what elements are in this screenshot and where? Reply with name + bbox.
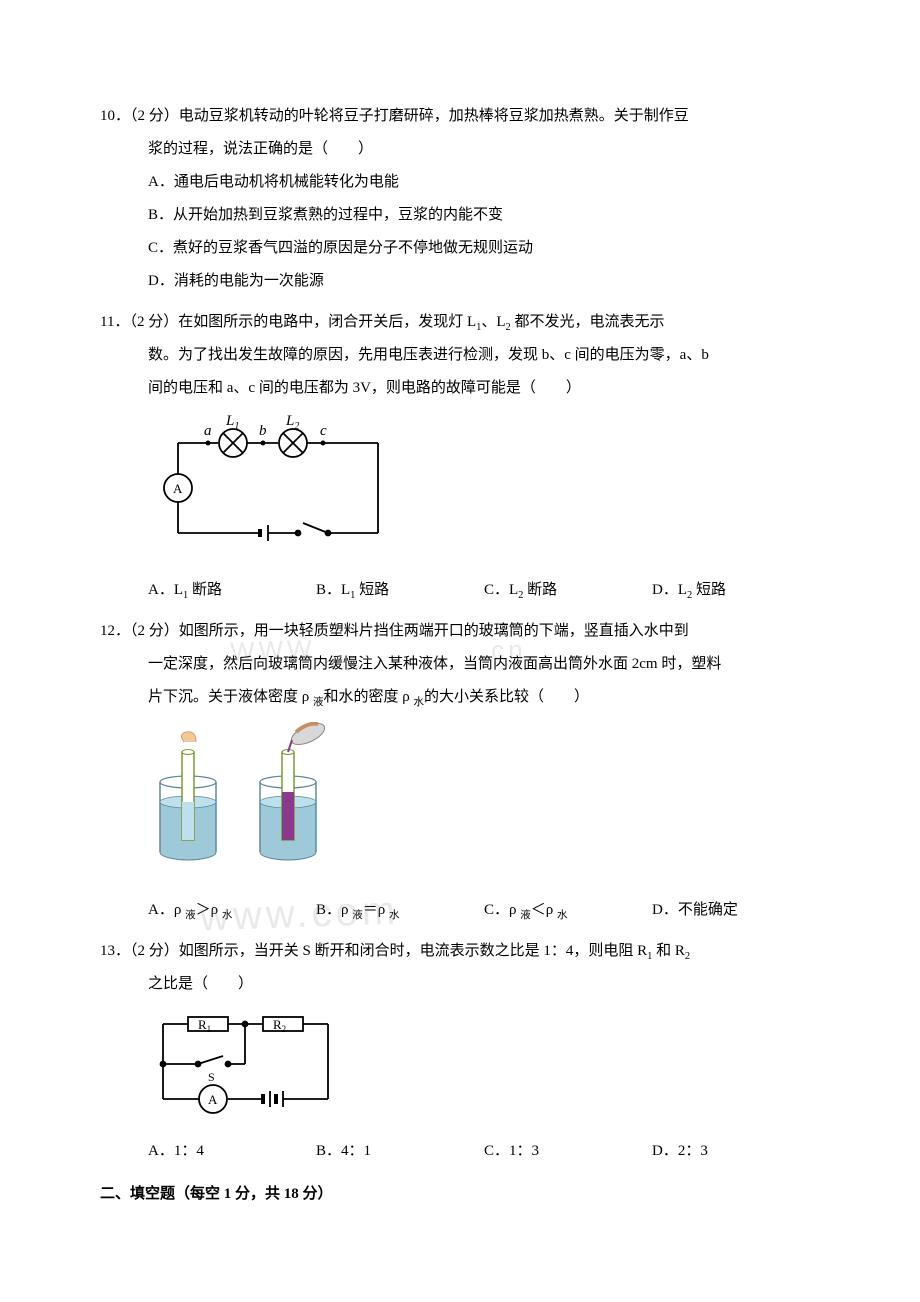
q12-stem-line2: 一定深度，然后向玻璃筒内缓慢注入某种液体，当筒内液面高出筒外水面 2cm 时，塑… (100, 648, 820, 681)
q11-stem-line3: 间的电压和 a、c 间的电压都为 3V，则电路的故障可能是（ ） (100, 372, 820, 405)
ammeter-label: A (173, 481, 183, 496)
question-10: 10．（2 分）电动豆浆机转动的叶轮将豆子打磨研碎，加热棒将豆浆加热煮熟。关于制… (100, 100, 820, 298)
q13-stem-a: 如图所示，当开关 S 断开和闭合时，电流表示数之比是 1：4，则电阻 R (179, 943, 647, 959)
q10-stem-line1: 10．（2 分）电动豆浆机转动的叶轮将豆子打磨研碎，加热棒将豆浆加热煮熟。关于制… (100, 100, 820, 133)
q11-option-b: B．L1 短路 (316, 574, 484, 607)
q11-stem-line2: 数。为了找出发生故障的原因，先用电压表进行检测，发现 b、c 间的电压为零，a、… (100, 339, 820, 372)
q13-stem-line1: 13．（2 分）如图所示，当开关 S 断开和闭合时，电流表示数之比是 1：4，则… (100, 935, 820, 968)
label-a: a (204, 423, 212, 439)
q13-circuit-figure: R1 R2 S A (100, 1009, 820, 1127)
q10-stem-line2: 浆的过程，说法正确的是（ ） (100, 133, 820, 166)
q13-stem-b: 和 R (652, 943, 685, 959)
q10-option-a: A．通电后电动机将机械能转化为电能 (100, 166, 820, 199)
q12-option-d: D．不能确定 (652, 894, 820, 927)
q11-stem-b: 、L (481, 314, 505, 330)
q10-option-d: D．消耗的电能为一次能源 (100, 265, 820, 298)
q11-stem-c: 都不发光，电流表无示 (511, 314, 665, 330)
q12-option-a: A．ρ 液＞ρ 水 (148, 894, 316, 927)
q12-stem-line3: 片下沉。关于液体密度 ρ 液和水的密度 ρ 水的大小关系比较（ ） (100, 681, 820, 714)
q13-options: A．1：4 B．4：1 C．1：3 D．2：3 (100, 1135, 820, 1168)
label-b: b (259, 423, 267, 439)
q10-option-c: C．煮好的豆浆香气四溢的原因是分子不停地做无规则运动 (100, 232, 820, 265)
q12-option-b: B．ρ 液＝ρ 水 (316, 894, 484, 927)
q13-option-b: B．4：1 (316, 1135, 484, 1168)
q12-stem-line1: 12．（2 分）如图所示，用一块轻质塑料片挡住两端开口的玻璃筒的下端，竖直插入水… (100, 615, 820, 648)
q11-option-a: A．L1 断路 (148, 574, 316, 607)
q12-number: 12．（2 分） (100, 623, 179, 639)
question-11: 11．（2 分）在如图所示的电路中，闭合开关后，发现灯 L1、L2 都不发光，电… (100, 306, 820, 607)
q11-number: 11．（2 分） (100, 314, 178, 330)
tube-svg (148, 722, 348, 872)
q13-option-a: A．1：4 (148, 1135, 316, 1168)
q11-stem-a: 在如图所示的电路中，闭合开关后，发现灯 L (178, 314, 476, 330)
label-L2: L (285, 413, 294, 429)
q12-option-c: C．ρ 液＜ρ 水 (484, 894, 652, 927)
svg-text:A: A (208, 1092, 218, 1107)
q10-option-b: B．从开始加热到豆浆煮熟的过程中，豆浆的内能不变 (100, 199, 820, 232)
q12-options: A．ρ 液＞ρ 水 B．ρ 液＝ρ 水 C．ρ 液＜ρ 水 D．不能确定 (100, 894, 820, 927)
q11-options: A．L1 断路 B．L1 短路 C．L2 断路 D．L2 短路 (100, 574, 820, 607)
label-L1: L (225, 413, 234, 429)
q13-option-c: C．1：3 (484, 1135, 652, 1168)
q13-option-d: D．2：3 (652, 1135, 820, 1168)
svg-text:S: S (208, 1070, 215, 1084)
q13-number: 13．（2 分） (100, 943, 179, 959)
label-c: c (320, 423, 327, 439)
q11-option-d: D．L2 短路 (652, 574, 820, 607)
question-12: 12．（2 分）如图所示，用一块轻质塑料片挡住两端开口的玻璃筒的下端，竖直插入水… (100, 615, 820, 926)
section-2-heading: 二、填空题（每空 1 分，共 18 分） (100, 1178, 820, 1211)
q13-stem-line2: 之比是（ ） (100, 968, 820, 1001)
q10-stem: 电动豆浆机转动的叶轮将豆子打磨研碎，加热棒将豆浆加热煮熟。关于制作豆 (179, 108, 689, 124)
q12-stem: 如图所示，用一块轻质塑料片挡住两端开口的玻璃筒的下端，竖直插入水中到 (179, 623, 689, 639)
question-13: 13．（2 分）如图所示，当开关 S 断开和闭合时，电流表示数之比是 1：4，则… (100, 935, 820, 1168)
q11-stem-line1: 11．（2 分）在如图所示的电路中，闭合开关后，发现灯 L1、L2 都不发光，电… (100, 306, 820, 339)
circuit-svg: a L1 b L2 c A (148, 413, 408, 553)
circuit-svg-2: R1 R2 S A (148, 1009, 348, 1114)
q12-tube-figure (100, 722, 820, 885)
q11-circuit-figure: a L1 b L2 c A (100, 413, 820, 566)
q10-number: 10．（2 分） (100, 108, 179, 124)
q11-option-c: C．L2 断路 (484, 574, 652, 607)
